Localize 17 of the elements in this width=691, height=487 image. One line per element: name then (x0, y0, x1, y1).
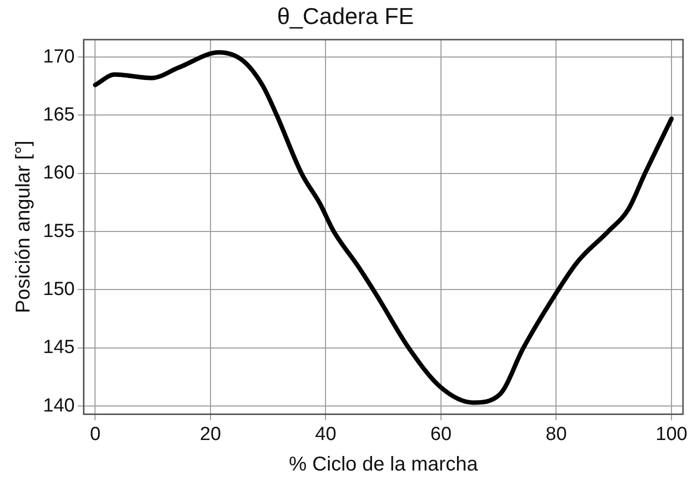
chart-title: θ_Cadera FE (277, 3, 414, 30)
x-axis-title: % Ciclo de la marcha (288, 454, 479, 476)
y-tick-label: 145 (43, 337, 75, 358)
x-tick-label: 100 (656, 424, 688, 445)
x-tick-label: 80 (546, 424, 567, 445)
x-tick-label: 60 (430, 424, 452, 445)
y-tick-label: 165 (43, 104, 75, 126)
y-axis-title: Posición angular [°] (12, 140, 35, 314)
y-tick-label: 155 (43, 220, 75, 242)
y-tick-label: 140 (43, 395, 75, 416)
x-tick-label: 20 (200, 424, 222, 445)
y-tick-label: 160 (43, 162, 75, 184)
x-tick-label: 40 (315, 424, 336, 445)
x-tick-label: 0 (90, 424, 101, 445)
line-series (92, 50, 674, 405)
y-tick-label: 150 (43, 278, 75, 300)
y-tick-label: 170 (43, 46, 75, 68)
